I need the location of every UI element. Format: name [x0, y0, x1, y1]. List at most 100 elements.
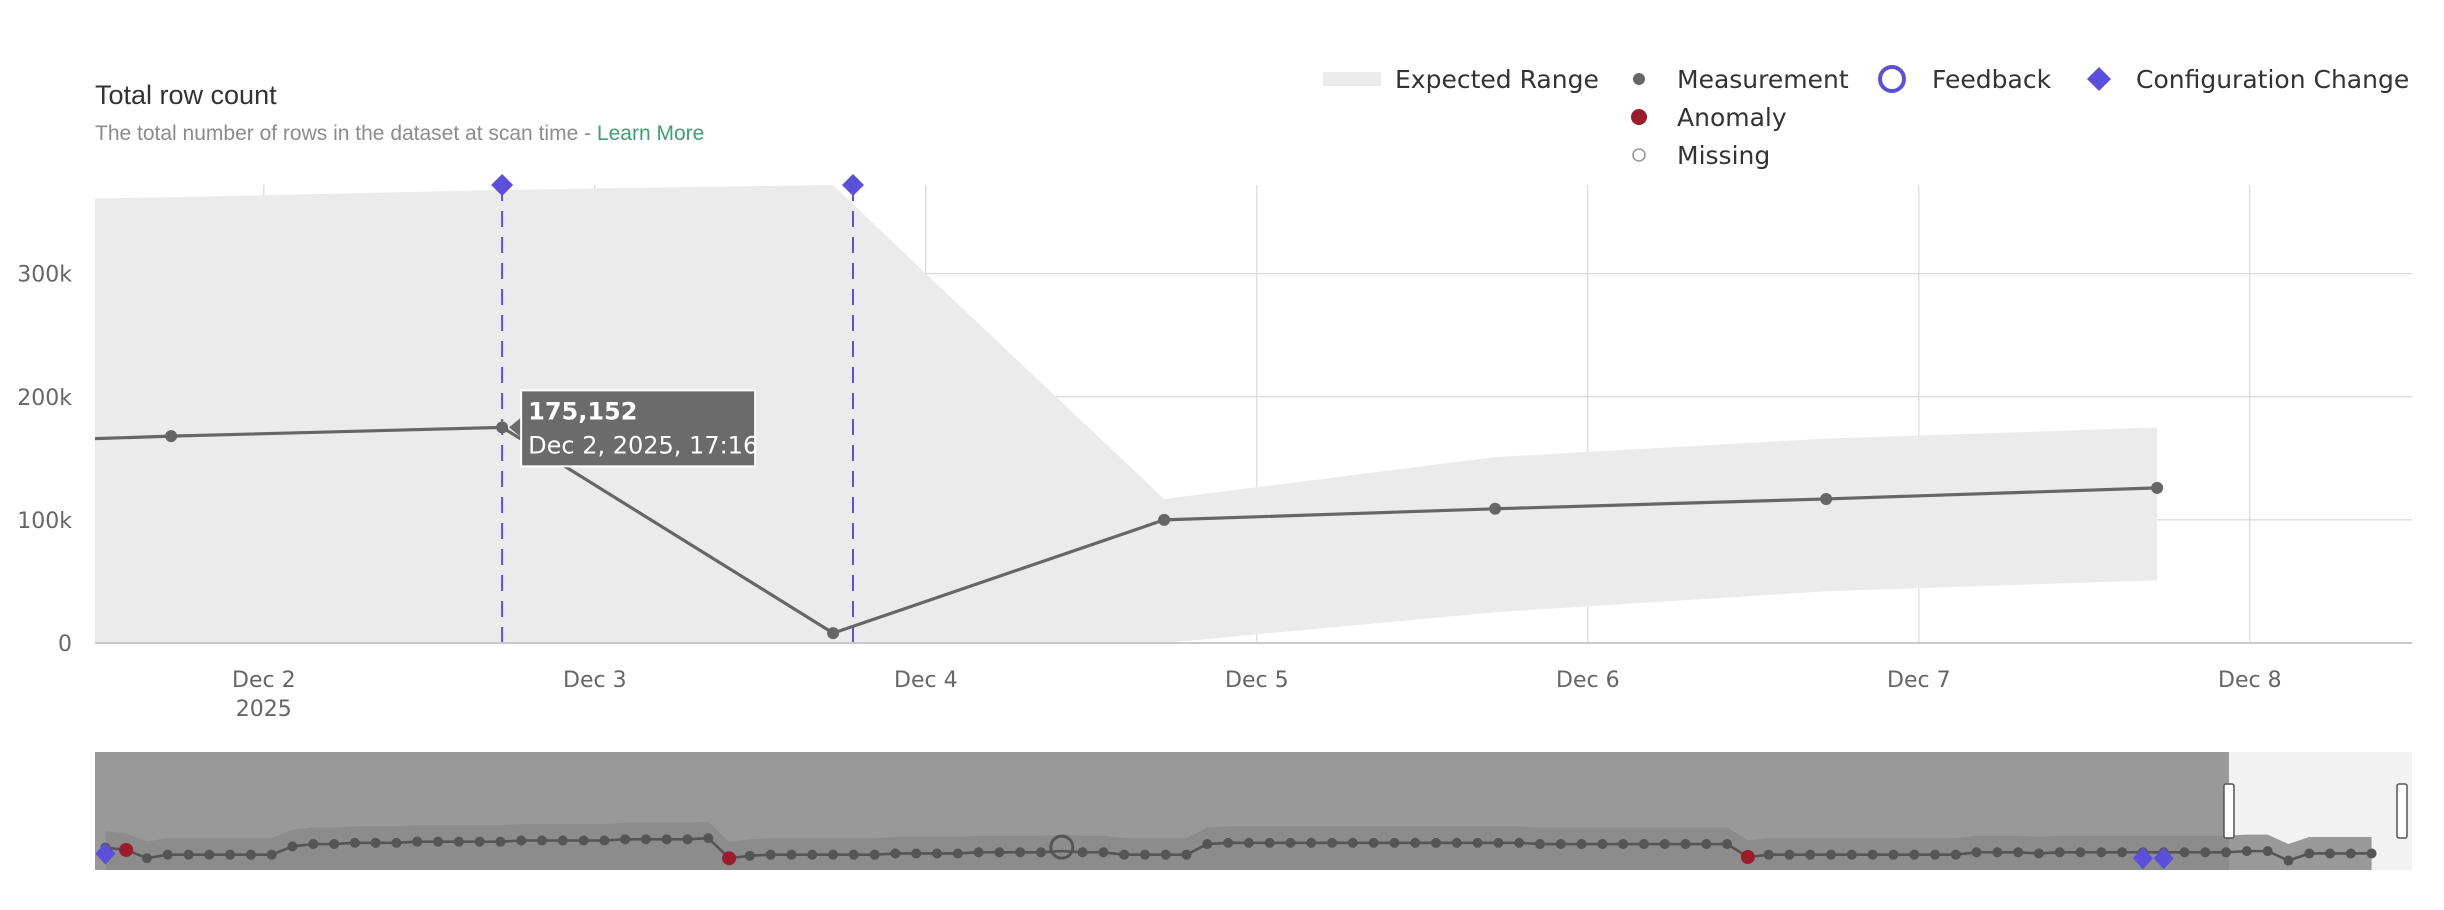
navigator-point: [1139, 849, 1150, 860]
navigator-point: [1451, 837, 1462, 848]
navigator-config-diamond-icon: [95, 842, 116, 865]
navigator-point: [807, 849, 818, 860]
navigator-point: [1389, 837, 1400, 848]
navigator-point: [994, 847, 1005, 858]
legend-label: Expected Range: [1395, 65, 1599, 94]
configuration-changes: [491, 174, 864, 643]
navigator-point: [1784, 849, 1795, 860]
navigator-point: [1347, 837, 1358, 848]
navigator-point: [370, 837, 381, 848]
navigator-point: [2117, 847, 2128, 858]
navigator-point: [1514, 837, 1525, 848]
navigator-point: [1098, 847, 1109, 858]
navigator-point: [1327, 837, 1338, 848]
diamond-icon: [2087, 67, 2111, 91]
navigator-point: [1597, 839, 1608, 850]
navigator-point: [1929, 849, 1940, 860]
navigator-point: [1992, 847, 2003, 858]
tooltip-pointer: [509, 417, 522, 438]
navigator-point: [1160, 849, 1171, 860]
navigator-point: [1410, 837, 1421, 848]
tooltip: 175,152 Dec 2, 2025, 17:16: [509, 389, 758, 468]
x-tick-label: Dec 7: [1887, 668, 1951, 693]
ring-icon: [1878, 65, 1906, 93]
navigator-point: [1368, 837, 1379, 848]
navigator-point: [890, 848, 901, 859]
navigator-point: [1493, 837, 1504, 848]
navigator-point: [245, 849, 256, 860]
navigator-point: [682, 834, 693, 845]
x-tick-label: Dec 4: [894, 668, 958, 693]
navigator-point: [2179, 847, 2190, 858]
tooltip-time: Dec 2, 2025, 17:16: [528, 431, 758, 459]
measurement-point: [1489, 502, 1502, 515]
navigator-point: [2221, 847, 2232, 858]
navigator-point: [661, 834, 672, 845]
axes: 0 100k 200k 300k Dec 2 2025 Dec 3 Dec 4 Dec 5 Dec…: [17, 263, 2412, 722]
navigator-point: [1701, 839, 1712, 850]
navigator-point: [1805, 849, 1816, 860]
navigator-point: [973, 847, 984, 858]
navigator-point: [1638, 839, 1649, 850]
red-dot-icon: [1631, 109, 1647, 125]
navigator-point: [1618, 839, 1629, 850]
tooltip-value: 175,152: [528, 397, 637, 425]
subtitle-text: The total number of rows in the dataset …: [95, 122, 597, 145]
measurement-point: [496, 421, 509, 434]
navigator[interactable]: [95, 752, 2412, 870]
navigator-right-handle[interactable]: [2223, 783, 2235, 839]
hollow-dot-icon: [1632, 148, 1646, 162]
navigator-point: [474, 836, 485, 847]
navigator-point: [1909, 849, 1920, 860]
navigator-point: [1264, 837, 1275, 848]
legend-label: Measurement: [1677, 65, 1849, 94]
navigator-point: [2304, 848, 2315, 859]
navigator-point: [537, 835, 548, 846]
navigator-point: [412, 836, 423, 847]
navigator-point: [1223, 837, 1234, 848]
navigator-point: [1181, 849, 1192, 860]
chart-title: Total row count: [95, 80, 277, 110]
navigator-point: [516, 835, 527, 846]
navigator-point: [620, 834, 631, 845]
navigator-point: [578, 835, 589, 846]
navigator-point: [828, 849, 839, 860]
navigator-point: [1472, 837, 1483, 848]
navigator-point: [848, 849, 859, 860]
navigator-point: [2262, 846, 2273, 857]
navigator-point: [141, 853, 152, 864]
tooltip-box: [520, 389, 757, 468]
navigator-point: [266, 849, 277, 860]
navigator-point: [1722, 839, 1733, 850]
y-tick-label: 100k: [17, 509, 72, 534]
navigator-point: [1306, 837, 1317, 848]
navigator-point: [1534, 839, 1545, 850]
navigator-anomaly-point: [722, 851, 737, 866]
navigator-point: [911, 848, 922, 859]
legend-label: Configuration Change: [2136, 65, 2409, 94]
navigator-point: [2013, 847, 2024, 858]
navigator-point: [1285, 837, 1296, 848]
navigator-point: [557, 835, 568, 846]
navigator-end-handle[interactable]: [2396, 783, 2408, 839]
navigator-point: [744, 850, 755, 861]
navigator-point: [1576, 839, 1587, 850]
navigator-point: [1119, 849, 1130, 860]
navigator-point: [2325, 848, 2336, 859]
navigator-point: [869, 849, 880, 860]
navigator-point: [703, 833, 714, 844]
navigator-point: [952, 848, 963, 859]
navigator-point: [786, 849, 797, 860]
navigator-config-diamond-icon: [2153, 847, 2174, 870]
x-tick-label: Dec 6: [1556, 668, 1620, 693]
navigator-point: [1763, 849, 1774, 860]
learn-more-link[interactable]: Learn More: [596, 122, 705, 145]
navigator-point: [1243, 837, 1254, 848]
navigator-point: [162, 849, 173, 860]
navigator-point: [1867, 849, 1878, 860]
expected-range-band: [95, 185, 2158, 643]
navigator-point: [1826, 849, 1837, 860]
legend-label: Feedback: [1932, 65, 2052, 94]
navigator-point: [2200, 847, 2211, 858]
